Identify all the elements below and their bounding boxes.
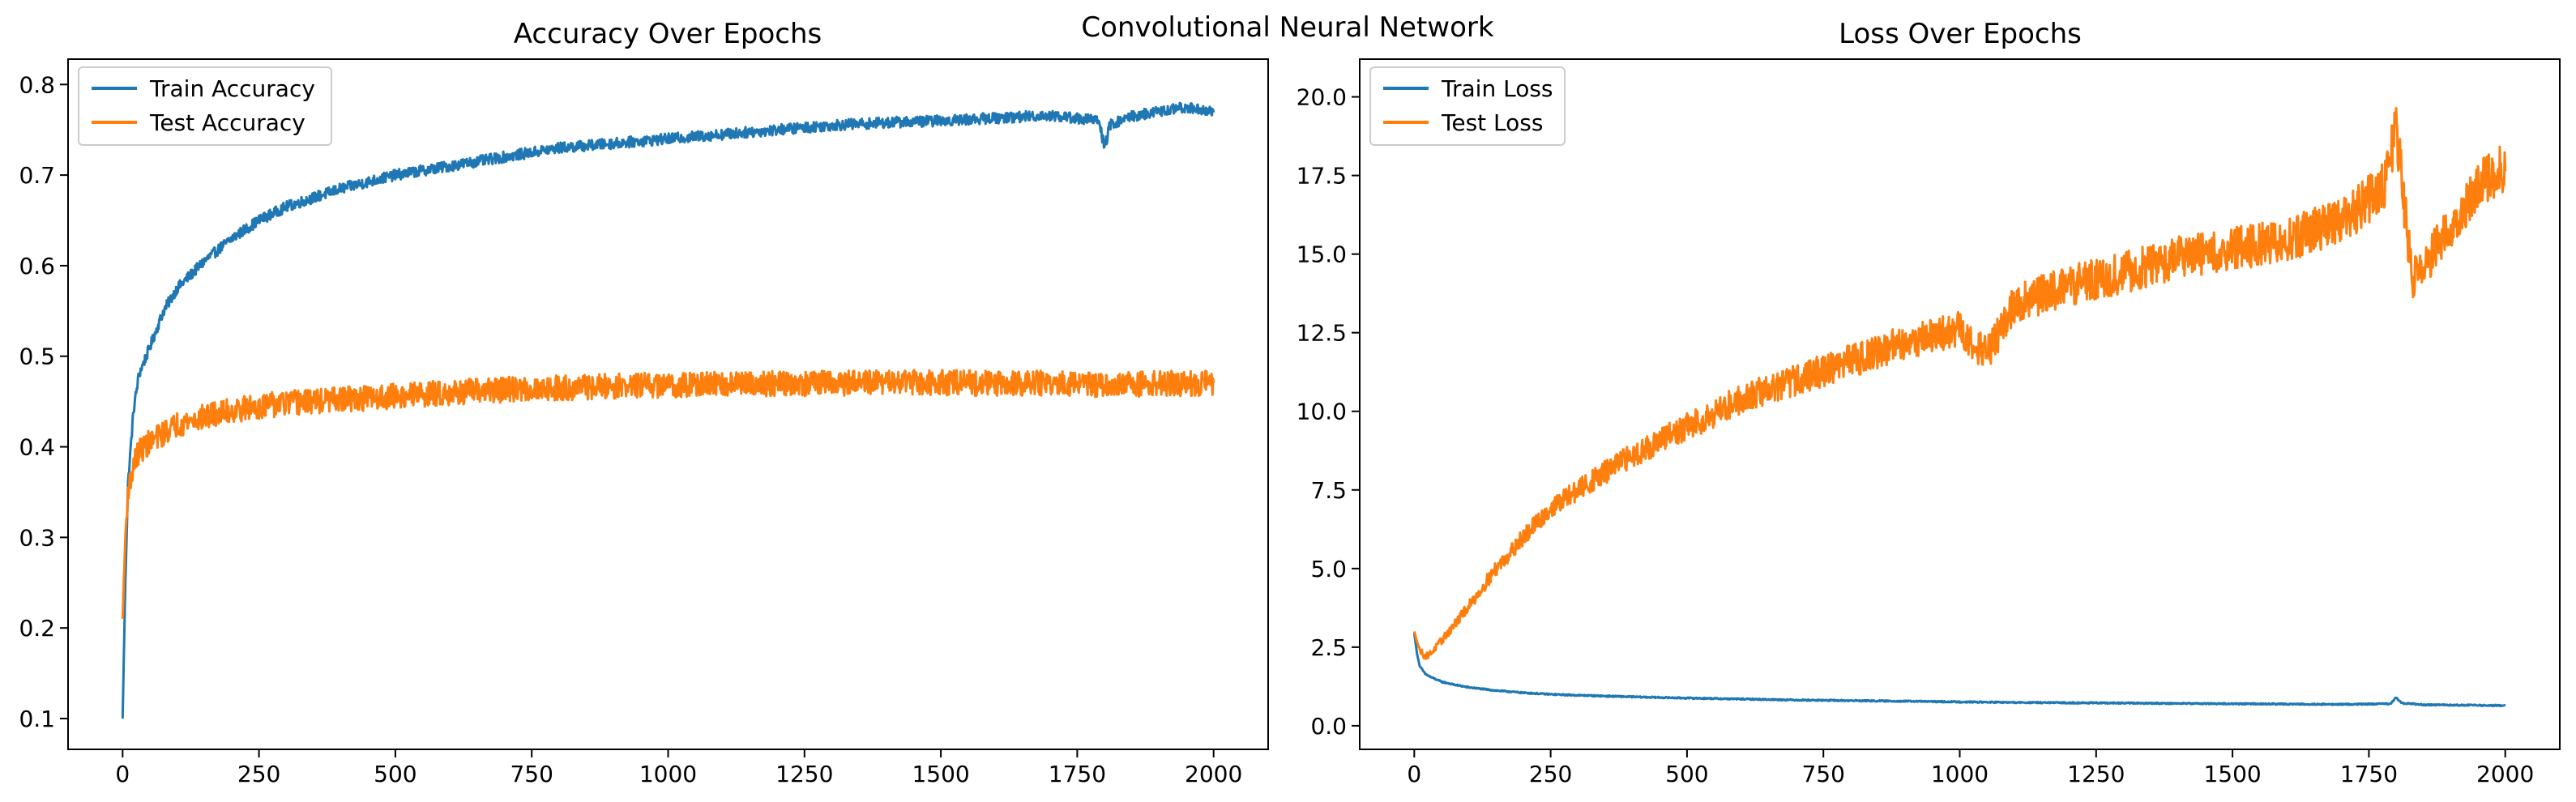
accuracy-x-tick-label: 1500 (912, 761, 969, 787)
accuracy-y-tick-label: 0.1 (19, 706, 55, 732)
accuracy-x-tick-label: 750 (510, 761, 553, 787)
legend-label-train-accuracy: Train Accuracy (149, 75, 315, 102)
accuracy-x-tick-label: 1750 (1049, 761, 1106, 787)
loss-chart: Loss Over Epochs 0 250 500 750 1000 1250 1500 1… (1297, 18, 2561, 787)
accuracy-x-tick-label: 250 (237, 761, 280, 787)
loss-y-tick-label: 15.0 (1297, 241, 1347, 268)
accuracy-y-tick-label: 0.4 (19, 434, 55, 461)
loss-x-tick-label: 500 (1665, 761, 1708, 787)
accuracy-y-tick-label: 0.8 (19, 71, 55, 98)
accuracy-y-tick-label: 0.7 (19, 162, 55, 189)
accuracy-plot-frame (67, 58, 1269, 750)
series-line-train-loss (1412, 633, 2506, 708)
accuracy-y-axis: 0.1 0.2 0.3 0.4 0.5 0.6 0.7 0.8 (19, 71, 68, 732)
loss-y-tick-label: 7.5 (1310, 477, 1347, 504)
loss-x-tick-label: 1250 (2067, 761, 2125, 787)
loss-x-tick-label: 1750 (2340, 761, 2398, 787)
loss-y-tick-label: 2.5 (1310, 634, 1347, 661)
accuracy-legend-frame (78, 66, 332, 146)
accuracy-x-tick-label: 1000 (639, 761, 697, 787)
legend-label-test-loss: Test Loss (1441, 109, 1543, 136)
series-line-test-loss (1412, 107, 2507, 660)
loss-chart-title: Loss Over Epochs (1839, 18, 2082, 50)
accuracy-y-tick-label: 0.6 (19, 253, 55, 279)
loss-y-tick-label: 0.0 (1310, 713, 1347, 740)
series-line-test-accuracy (121, 369, 1215, 620)
accuracy-y-tick-label: 0.2 (19, 615, 55, 642)
loss-y-tick-label: 20.0 (1297, 84, 1347, 111)
accuracy-chart: Accuracy Over Epochs 0 250 500 750 1000 1250 1… (19, 18, 1269, 787)
accuracy-series-layer (121, 101, 1215, 719)
loss-x-tick-label: 0 (1407, 761, 1421, 787)
loss-y-tick-label: 10.0 (1297, 399, 1347, 425)
loss-x-tick-label: 1000 (1931, 761, 1989, 787)
loss-y-axis: 0.0 2.5 5.0 7.5 10.0 12.5 15.0 17.5 20.0 (1297, 84, 1360, 740)
accuracy-y-tick-label: 0.5 (19, 343, 55, 370)
accuracy-x-tick-label: 1250 (775, 761, 833, 787)
loss-x-axis: 0 250 500 750 1000 1250 1500 1750 2000 (1407, 749, 2534, 787)
loss-x-tick-label: 250 (1529, 761, 1572, 787)
loss-series-layer (1412, 107, 2507, 708)
accuracy-x-tick-label: 500 (374, 761, 417, 787)
loss-y-tick-label: 17.5 (1297, 163, 1347, 190)
accuracy-x-tick-label: 0 (115, 761, 130, 787)
legend-label-train-loss: Train Loss (1441, 75, 1553, 102)
accuracy-y-tick-label: 0.3 (19, 524, 55, 551)
loss-y-tick-label: 12.5 (1297, 320, 1347, 347)
figure-suptitle: Convolutional Neural Network (1081, 11, 1493, 44)
accuracy-x-tick-label: 2000 (1185, 761, 1242, 787)
legend-label-test-accuracy: Test Accuracy (149, 109, 305, 136)
loss-x-tick-label: 750 (1801, 761, 1844, 787)
loss-y-tick-label: 5.0 (1310, 556, 1347, 582)
loss-plot-frame (1359, 58, 2561, 750)
loss-x-tick-label: 2000 (2476, 761, 2534, 787)
series-line-train-accuracy (121, 101, 1215, 719)
accuracy-x-axis: 0 250 500 750 1000 1250 1500 1750 2000 (115, 749, 1242, 787)
accuracy-legend: Train Accuracy Test Accuracy (78, 66, 332, 146)
loss-legend: Train Loss Test Loss (1369, 66, 1566, 146)
accuracy-chart-title: Accuracy Over Epochs (514, 18, 822, 50)
loss-x-tick-label: 1500 (2203, 761, 2261, 787)
